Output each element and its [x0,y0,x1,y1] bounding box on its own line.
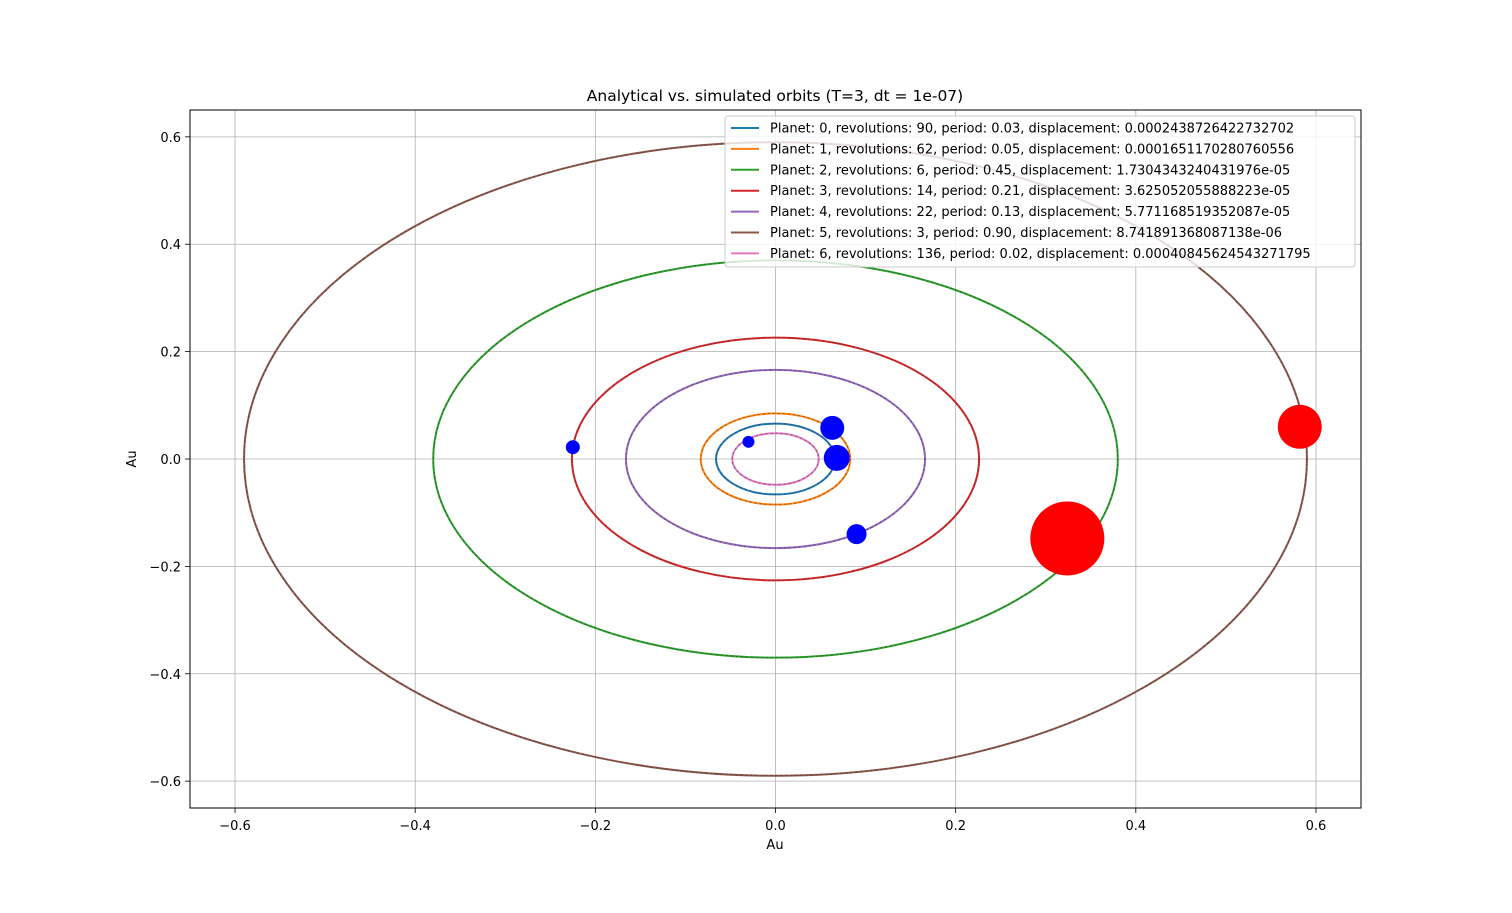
x-tick-label: −0.2 [580,819,612,834]
y-tick-label: 0.2 [160,346,181,361]
y-tick-label: 0.4 [160,238,181,253]
y-tick-label: −0.2 [149,560,181,575]
planet-markers [565,404,1322,576]
x-tick-label: −0.4 [399,819,431,834]
x-tick-label: 0.6 [1306,819,1327,834]
x-tick-label: −0.6 [219,819,251,834]
legend-label-planet-1: Planet: 1, revolutions: 62, period: 0.05… [770,142,1294,157]
x-tick-label: 0.0 [765,819,786,834]
orbit-analytical-planet-3 [571,337,980,581]
orbit-analytical-planet-1 [700,412,851,506]
legend-label-planet-4: Planet: 4, revolutions: 22, period: 0.13… [770,205,1290,220]
planet-marker-5 [1030,501,1105,576]
y-tick-label: −0.4 [149,668,181,683]
chart-title: Analytical vs. simulated orbits (T=3, dt… [587,87,963,105]
legend-label-planet-0: Planet: 0, revolutions: 90, period: 0.03… [770,122,1294,137]
legend-label-planet-3: Planet: 3, revolutions: 14, period: 0.21… [770,184,1290,199]
planet-marker-1 [823,444,850,471]
planet-marker-3 [565,440,580,455]
orbit-analytical-planet-4 [625,369,926,549]
planet-marker-0 [820,415,845,440]
planet-marker-4 [846,524,867,545]
legend-label-planet-5: Planet: 5, revolutions: 3, period: 0.90,… [770,226,1282,241]
y-tick-label: 0.6 [160,131,181,146]
y-tick-label: 0.0 [160,453,181,468]
y-tick-label: −0.6 [149,775,181,790]
legend-label-planet-6: Planet: 6, revolutions: 136, period: 0.0… [770,247,1311,262]
legend-box [724,115,1356,268]
x-axis-label: Au [766,838,783,853]
x-tick-label: 0.2 [945,819,966,834]
y-axis-label: Au [125,450,140,467]
legend-label-planet-2: Planet: 2, revolutions: 6, period: 0.45,… [770,163,1290,178]
y-axis: −0.6 −0.4 −0.2 0.0 0.2 0.4 0.6 [149,131,190,790]
planet-marker-6 [1277,404,1322,449]
x-axis: −0.6 −0.4 −0.2 0.0 0.2 0.4 0.6 [219,808,1326,834]
planet-marker-2 [742,435,755,448]
legend: Planet: 0, revolutions: 90, period: 0.03… [724,115,1356,268]
x-tick-label: 0.4 [1125,819,1146,834]
orbit-analytical-planet-6 [731,432,820,486]
